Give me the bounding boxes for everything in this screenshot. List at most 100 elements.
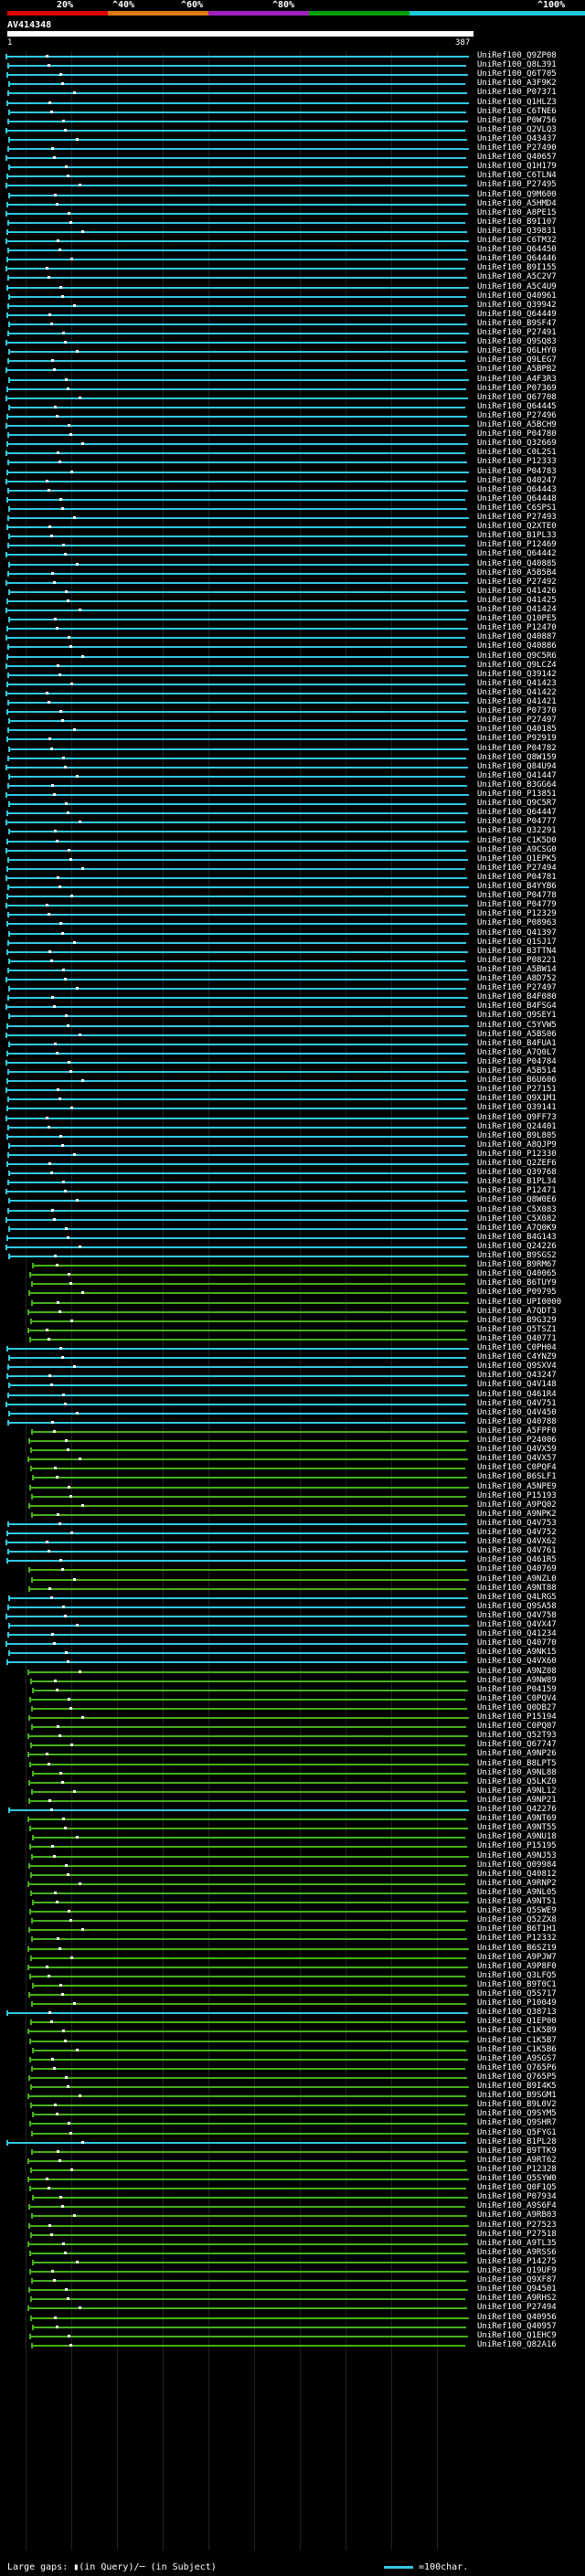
hit-id-link[interactable]: UniRef100_A9PQ02 xyxy=(477,1500,557,1510)
hit-row[interactable]: UniRef100_Q9ZP08 xyxy=(0,51,585,61)
hit-alignment-bar[interactable] xyxy=(32,1902,469,1903)
hit-row[interactable]: UniRef100_A9NW89 xyxy=(0,1676,585,1686)
hit-id-link[interactable]: UniRef100_B9T0C1 xyxy=(477,1980,557,1989)
hit-alignment-bar[interactable] xyxy=(28,1505,468,1507)
hit-alignment-bar[interactable] xyxy=(7,305,468,307)
hit-row[interactable]: UniRef100_A9CSG0 xyxy=(0,845,585,855)
hit-alignment-bar[interactable] xyxy=(29,2041,469,2042)
hit-row[interactable]: UniRef100_A9NP26 xyxy=(0,1749,585,1759)
hit-row[interactable]: UniRef100_Q64448 xyxy=(0,494,585,504)
hit-row[interactable]: UniRef100_C1K5B9 xyxy=(0,2026,585,2036)
hit-row[interactable]: UniRef100_P10049 xyxy=(0,1998,585,2009)
hit-id-link[interactable]: UniRef100_B1PL33 xyxy=(477,531,557,540)
hit-row[interactable]: UniRef100_Q64446 xyxy=(0,254,585,264)
hit-row[interactable]: UniRef100_A9NU18 xyxy=(0,1832,585,1842)
hit-id-link[interactable]: UniRef100_A9NT51 xyxy=(477,1897,557,1906)
hit-alignment-bar[interactable] xyxy=(31,1920,468,1922)
hit-row[interactable]: UniRef100_C0PQV4 xyxy=(0,1694,585,1704)
hit-row[interactable]: UniRef100_P07371 xyxy=(0,88,585,98)
hit-id-link[interactable]: UniRef100_A4F3R3 xyxy=(477,375,557,384)
hit-alignment-bar[interactable] xyxy=(31,2151,468,2153)
hit-id-link[interactable]: UniRef100_Q40961 xyxy=(477,292,557,301)
hit-row[interactable]: UniRef100_Q1H179 xyxy=(0,162,585,172)
hit-id-link[interactable]: UniRef100_A5BPB2 xyxy=(477,365,557,374)
hit-row[interactable]: UniRef100_Q40812 xyxy=(0,1870,585,1880)
hit-id-link[interactable]: UniRef100_Q1EPK5 xyxy=(477,854,557,864)
hit-alignment-bar[interactable] xyxy=(5,268,465,270)
hit-id-link[interactable]: UniRef100_B4FSG4 xyxy=(477,1002,557,1011)
hit-alignment-bar[interactable] xyxy=(28,2225,469,2227)
hit-id-link[interactable]: UniRef100_Q39768 xyxy=(477,1168,557,1177)
hit-alignment-bar[interactable] xyxy=(30,2104,468,2106)
hit-id-link[interactable]: UniRef100_A7QDT3 xyxy=(477,1307,557,1316)
hit-row[interactable]: UniRef100_Q9FF73 xyxy=(0,1113,585,1123)
hit-row[interactable]: UniRef100_Q24401 xyxy=(0,1122,585,1132)
hit-id-link[interactable]: UniRef100_A5BCH9 xyxy=(477,420,557,429)
hit-alignment-bar[interactable] xyxy=(7,249,466,251)
hit-alignment-bar[interactable] xyxy=(31,1283,465,1285)
hit-alignment-bar[interactable] xyxy=(28,2289,468,2291)
hit-alignment-bar[interactable] xyxy=(7,942,466,944)
hit-id-link[interactable]: UniRef100_Q82A16 xyxy=(477,2340,557,2349)
hit-row[interactable]: UniRef100_P27494 xyxy=(0,864,585,874)
hit-alignment-bar[interactable] xyxy=(5,905,468,906)
hit-id-link[interactable]: UniRef100_Q4VX62 xyxy=(477,1537,557,1546)
hit-row[interactable]: UniRef100_A9NT69 xyxy=(0,1814,585,1824)
hit-row[interactable]: UniRef100_Q41447 xyxy=(0,771,585,781)
hit-row[interactable]: UniRef100_A9RT62 xyxy=(0,2156,585,2166)
hit-row[interactable]: UniRef100_Q6LHY0 xyxy=(0,346,585,356)
hit-row[interactable]: UniRef100_Q41234 xyxy=(0,1629,585,1639)
hit-id-link[interactable]: UniRef100_B9SGM1 xyxy=(477,2091,557,2100)
hit-row[interactable]: UniRef100_A9NT51 xyxy=(0,1897,585,1907)
hit-id-link[interactable]: UniRef100_B4G143 xyxy=(477,1233,557,1242)
hit-id-link[interactable]: UniRef100_B9I107 xyxy=(477,217,557,227)
hit-alignment-bar[interactable] xyxy=(6,2142,466,2144)
hit-row[interactable]: UniRef100_B6U606 xyxy=(0,1076,585,1086)
hit-row[interactable]: UniRef100_P07370 xyxy=(0,706,585,716)
hit-row[interactable]: UniRef100_C0PQ07 xyxy=(0,1722,585,1732)
hit-id-link[interactable]: UniRef100_P04781 xyxy=(477,873,557,882)
hit-alignment-bar[interactable] xyxy=(8,1384,467,1386)
hit-id-link[interactable]: UniRef100_A9NZL0 xyxy=(477,1574,557,1584)
hit-row[interactable]: UniRef100_A8D752 xyxy=(0,974,585,984)
hit-alignment-bar[interactable] xyxy=(8,1228,468,1230)
hit-row[interactable]: UniRef100_Q2XTE0 xyxy=(0,522,585,532)
hit-alignment-bar[interactable] xyxy=(5,693,467,694)
hit-alignment-bar[interactable] xyxy=(7,545,465,546)
hit-id-link[interactable]: UniRef100_Q19UF9 xyxy=(477,2266,557,2275)
hit-id-link[interactable]: UniRef100_Q4V758 xyxy=(477,1611,557,1620)
hit-row[interactable]: UniRef100_P04784 xyxy=(0,1057,585,1067)
hit-row[interactable]: UniRef100_Q41425 xyxy=(0,596,585,606)
hit-id-link[interactable]: UniRef100_P12330 xyxy=(477,1150,557,1159)
hit-id-link[interactable]: UniRef100_Q41397 xyxy=(477,928,557,938)
hit-id-link[interactable]: UniRef100_A8QJP9 xyxy=(477,1140,557,1150)
hit-alignment-bar[interactable] xyxy=(31,1431,467,1433)
hit-id-link[interactable]: UniRef100_Q9SQ83 xyxy=(477,337,557,346)
hit-id-link[interactable]: UniRef100_A5B5B4 xyxy=(477,568,557,578)
hit-row[interactable]: UniRef100_Q9SXV4 xyxy=(0,1362,585,1372)
hit-row[interactable]: UniRef100_Q9SHR7 xyxy=(0,2118,585,2128)
hit-id-link[interactable]: UniRef100_P15195 xyxy=(477,1841,557,1850)
hit-id-link[interactable]: UniRef100_A7Q0L7 xyxy=(477,1048,557,1057)
hit-id-link[interactable]: UniRef100_B6T1H1 xyxy=(477,1924,557,1934)
hit-id-link[interactable]: UniRef100_Q40247 xyxy=(477,476,557,485)
hit-alignment-bar[interactable] xyxy=(28,1569,467,1571)
hit-row[interactable]: UniRef100_P27490 xyxy=(0,143,585,154)
hit-id-link[interactable]: UniRef100_Q40770 xyxy=(477,1638,557,1648)
hit-id-link[interactable]: UniRef100_C0PQV4 xyxy=(477,1694,557,1703)
hit-row[interactable]: UniRef100_Q32291 xyxy=(0,826,585,836)
hit-alignment-bar[interactable] xyxy=(28,1994,469,1996)
hit-id-link[interactable]: UniRef100_B9L805 xyxy=(477,1131,557,1140)
hit-alignment-bar[interactable] xyxy=(7,886,469,888)
hit-alignment-bar[interactable] xyxy=(29,1976,465,1977)
hit-id-link[interactable]: UniRef100_Q41447 xyxy=(477,771,557,780)
hit-row[interactable]: UniRef100_A4F3R3 xyxy=(0,375,585,385)
hit-row[interactable]: UniRef100_Q19UF9 xyxy=(0,2266,585,2276)
hit-id-link[interactable]: UniRef100_Q40956 xyxy=(477,2313,557,2322)
hit-id-link[interactable]: UniRef100_B1PL28 xyxy=(477,2137,557,2147)
hit-id-link[interactable]: UniRef100_Q40957 xyxy=(477,2322,557,2331)
hit-row[interactable]: UniRef100_C5X083 xyxy=(0,1205,585,1215)
hit-row[interactable]: UniRef100_Q5FYG1 xyxy=(0,2128,585,2138)
hit-alignment-bar[interactable] xyxy=(8,1200,467,1202)
hit-id-link[interactable]: UniRef100_Q4V752 xyxy=(477,1528,557,1537)
